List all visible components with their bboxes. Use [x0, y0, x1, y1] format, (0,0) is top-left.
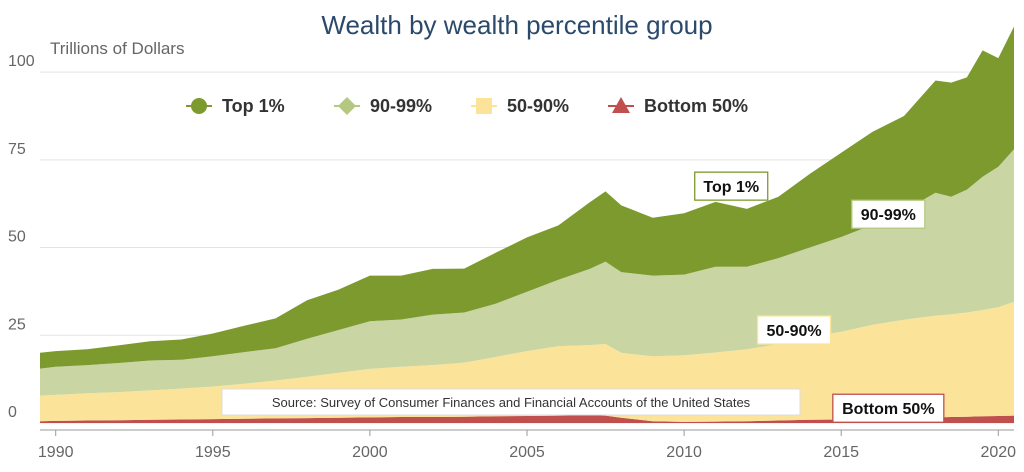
- y-axis-label: Trillions of Dollars: [50, 39, 184, 58]
- annotation: 50-90%: [756, 315, 832, 345]
- annotation-box: [756, 315, 832, 345]
- annotation-label: 50-90%: [766, 323, 821, 340]
- y-tick-label: 75: [8, 141, 26, 158]
- source-box: [221, 388, 801, 416]
- axes: 0 25 50 75 100 1990 1995 2000 2005 2010 2015 2020: [8, 53, 1016, 461]
- legend-marker-square-icon: [476, 98, 492, 114]
- source-note: Source: Survey of Consumer Finances and …: [221, 388, 801, 416]
- area-top-1-: [40, 26, 1014, 369]
- legend-label: 90-99%: [370, 96, 432, 116]
- source-text: Source: Survey of Consumer Finances and …: [272, 395, 751, 410]
- legend-label: Bottom 50%: [644, 96, 748, 116]
- legend-marker-triangle-icon: [612, 97, 630, 113]
- annotation-label: Top 1%: [703, 179, 759, 196]
- legend-label: Top 1%: [222, 96, 285, 116]
- annotation-box: [832, 393, 945, 423]
- area-bottom-50-: [40, 415, 1014, 423]
- x-tick-label: 2020: [980, 444, 1016, 461]
- legend-marker-circle-icon: [191, 98, 207, 114]
- y-tick-label: 0: [8, 404, 17, 421]
- x-tick-label: 2015: [823, 444, 859, 461]
- chart-title: Wealth by wealth percentile group: [321, 10, 712, 40]
- legend-item: 50-90%: [471, 96, 569, 116]
- y-tick-label: 50: [8, 229, 26, 246]
- y-tick-label: 25: [8, 316, 26, 333]
- legend-label: 50-90%: [507, 96, 569, 116]
- legend-item: 90-99%: [334, 96, 432, 116]
- legend-marker-diamond-icon: [338, 97, 356, 115]
- x-tick-label: 1990: [38, 444, 74, 461]
- annotation-label: 90-99%: [861, 207, 916, 224]
- legend-item: Bottom 50%: [608, 96, 748, 116]
- annotation: Top 1%: [694, 171, 769, 201]
- legend-item: Top 1%: [186, 96, 285, 116]
- annotation-label: Bottom 50%: [842, 401, 934, 418]
- x-tick-label: 1995: [195, 444, 231, 461]
- annotations: Top 1% 90-99% 50-90% Bottom 50%: [694, 171, 945, 423]
- x-tick-label: 2010: [666, 444, 702, 461]
- x-tick-label: 2005: [509, 444, 545, 461]
- annotation: Bottom 50%: [832, 393, 945, 423]
- annotation-box: [694, 171, 769, 201]
- annotation-box: [851, 199, 926, 229]
- annotation: 90-99%: [851, 199, 926, 229]
- y-tick-label: 100: [8, 53, 35, 70]
- x-tick-label: 2000: [352, 444, 388, 461]
- legend: Top 1% 90-99% 50-90% Bottom 50%: [186, 96, 748, 116]
